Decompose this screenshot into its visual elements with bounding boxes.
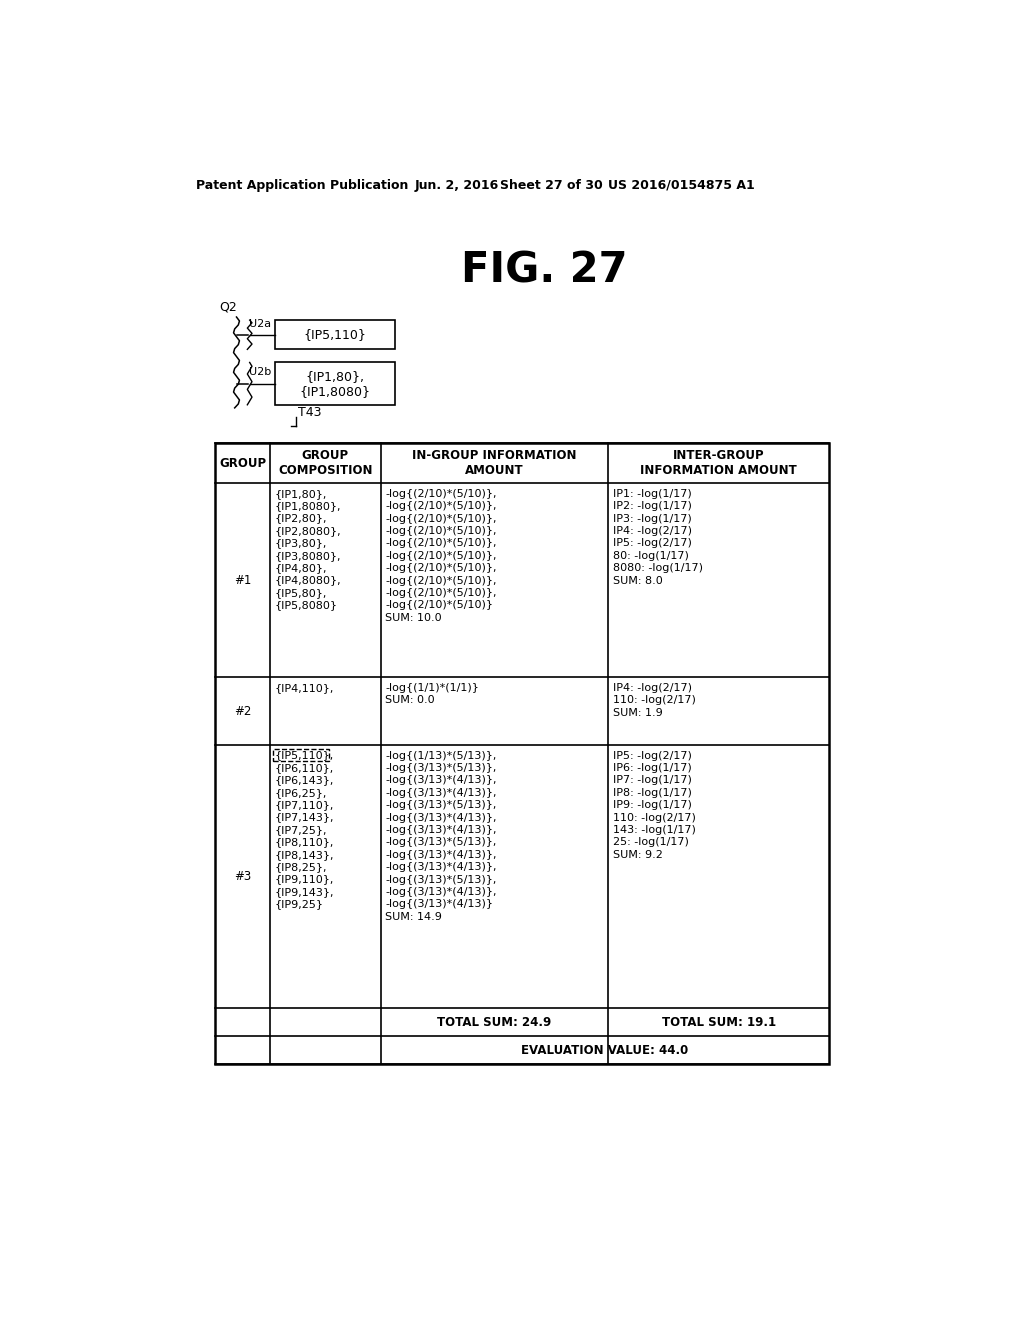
Text: Sheet 27 of 30: Sheet 27 of 30: [500, 178, 603, 191]
Text: IP1: -log(1/17)
IP2: -log(1/17)
IP3: -log(1/17)
IP4: -log(2/17)
IP5: -log(2/17)
: IP1: -log(1/17) IP2: -log(1/17) IP3: -lo…: [612, 488, 702, 586]
Bar: [275, 363, 395, 405]
Text: #1: #1: [233, 574, 251, 587]
Text: #2: #2: [233, 705, 251, 718]
Text: U2b: U2b: [249, 367, 271, 378]
Text: IN-GROUP INFORMATION
AMOUNT: IN-GROUP INFORMATION AMOUNT: [413, 449, 577, 478]
Text: Patent Application Publication: Patent Application Publication: [197, 178, 409, 191]
Text: {IP1,80},
{IP1,8080},
{IP2,80},
{IP2,8080},
{IP3,80},
{IP3,8080},
{IP4,80},
{IP4: {IP1,80}, {IP1,8080}, {IP2,80}, {IP2,808…: [274, 488, 341, 610]
Text: Jun. 2, 2016: Jun. 2, 2016: [415, 178, 499, 191]
Text: TOTAL SUM: 19.1: TOTAL SUM: 19.1: [662, 1016, 776, 1028]
Text: -log{(2/10)*(5/10)},
-log{(2/10)*(5/10)},
-log{(2/10)*(5/10)},
-log{(2/10)*(5/10: -log{(2/10)*(5/10)}, -log{(2/10)*(5/10)}…: [385, 488, 497, 623]
Text: U2a: U2a: [249, 318, 271, 329]
Text: {IP5,110}: {IP5,110}: [304, 329, 367, 342]
Bar: [273, 748, 329, 760]
Text: {IP4,110},: {IP4,110},: [274, 682, 334, 693]
Bar: [215, 444, 829, 1064]
Text: {IP5,110},
{IP6,110},
{IP6,143},
{IP6,25},
{IP7,110},
{IP7,143},
{IP7,25},
{IP8,: {IP5,110}, {IP6,110}, {IP6,143}, {IP6,25…: [274, 751, 334, 909]
Text: Q2: Q2: [219, 301, 238, 314]
Text: {IP1,80},
{IP1,8080}: {IP1,80}, {IP1,8080}: [300, 370, 371, 397]
Text: #3: #3: [233, 870, 251, 883]
Text: GROUP
COMPOSITION: GROUP COMPOSITION: [279, 449, 373, 478]
Text: -log{(1/1)*(1/1)}
SUM: 0.0: -log{(1/1)*(1/1)} SUM: 0.0: [385, 682, 479, 705]
Text: US 2016/0154875 A1: US 2016/0154875 A1: [608, 178, 756, 191]
Text: GROUP: GROUP: [219, 457, 266, 470]
Text: TOTAL SUM: 24.9: TOTAL SUM: 24.9: [437, 1016, 552, 1028]
Text: -log{(1/13)*(5/13)},
-log{(3/13)*(5/13)},
-log{(3/13)*(4/13)},
-log{(3/13)*(4/13: -log{(1/13)*(5/13)}, -log{(3/13)*(5/13)}…: [385, 751, 497, 921]
Text: IP4: -log(2/17)
110: -log(2/17)
SUM: 1.9: IP4: -log(2/17) 110: -log(2/17) SUM: 1.9: [612, 682, 695, 718]
Text: FIG. 27: FIG. 27: [461, 249, 628, 290]
Text: EVALUATION VALUE: 44.0: EVALUATION VALUE: 44.0: [521, 1044, 689, 1056]
Text: IP5: -log(2/17)
IP6: -log(1/17)
IP7: -log(1/17)
IP8: -log(1/17)
IP9: -log(1/17)
: IP5: -log(2/17) IP6: -log(1/17) IP7: -lo…: [612, 751, 695, 859]
Text: T43: T43: [299, 405, 322, 418]
Text: INTER-GROUP
INFORMATION AMOUNT: INTER-GROUP INFORMATION AMOUNT: [640, 449, 797, 478]
Bar: [275, 321, 395, 350]
